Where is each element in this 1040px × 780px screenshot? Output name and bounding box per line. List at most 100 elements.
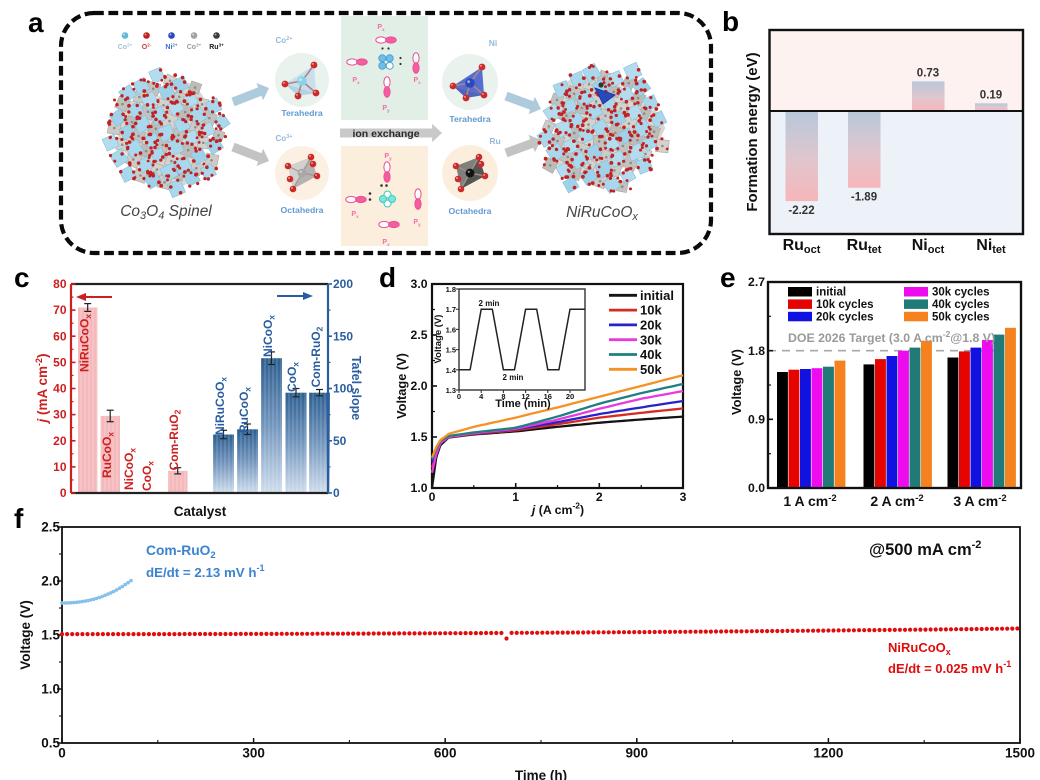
svg-text:0.5: 0.5 (41, 736, 60, 751)
svg-text:Terahedra: Terahedra (449, 114, 491, 124)
svg-text:CoOx: CoOx (285, 362, 301, 392)
svg-text:Octahedra: Octahedra (281, 205, 324, 215)
svg-text:100: 100 (333, 382, 353, 396)
svg-text:Px: Px (352, 77, 360, 85)
svg-text:10: 10 (53, 460, 67, 474)
svg-text:Co3+: Co3+ (276, 134, 293, 143)
svg-text:2 A cm-2: 2 A cm-2 (870, 493, 923, 509)
svg-text:Terahedra: Terahedra (281, 108, 323, 118)
svg-text:3: 3 (680, 490, 687, 504)
svg-text:Px: Px (351, 211, 359, 219)
svg-text:50: 50 (333, 434, 347, 448)
svg-text:50: 50 (53, 356, 67, 370)
svg-text:CoOx: CoOx (140, 461, 156, 491)
svg-text:1.5: 1.5 (446, 346, 456, 355)
svg-text:Ru: Ru (489, 136, 500, 146)
svg-text:NiRuCoOx: NiRuCoOx (888, 640, 951, 657)
svg-text:a: a (28, 7, 44, 38)
svg-text:600: 600 (434, 746, 457, 761)
svg-text:initial: initial (816, 287, 846, 299)
svg-text:0.19: 0.19 (980, 89, 1002, 101)
svg-text:1.8: 1.8 (446, 285, 456, 294)
svg-text:10k: 10k (640, 303, 662, 318)
svg-text:40: 40 (53, 382, 67, 396)
svg-text:2.5: 2.5 (41, 520, 60, 535)
svg-text:c: c (14, 262, 30, 293)
svg-text:2.7: 2.7 (748, 275, 765, 289)
svg-text:50k: 50k (640, 362, 662, 377)
svg-text:Octahedra: Octahedra (449, 206, 492, 216)
svg-text:Py: Py (413, 219, 421, 227)
svg-text:2 min: 2 min (479, 299, 500, 308)
svg-text:3 A cm-2: 3 A cm-2 (953, 493, 1006, 509)
svg-text:Voltage (V): Voltage (V) (729, 349, 744, 415)
svg-text:2.0: 2.0 (411, 379, 428, 393)
svg-text:60: 60 (53, 329, 67, 343)
svg-text:j (mA cm-2): j (mA cm-2) (34, 353, 50, 424)
svg-text:20: 20 (566, 392, 574, 401)
svg-text:NiRuCoOx: NiRuCoOx (78, 314, 94, 372)
svg-text:12: 12 (521, 392, 529, 401)
svg-text:2.5: 2.5 (411, 328, 428, 342)
svg-text:300: 300 (242, 746, 265, 761)
svg-text:0: 0 (457, 392, 461, 401)
svg-text:0: 0 (58, 746, 66, 761)
svg-text:16: 16 (544, 392, 552, 401)
svg-text:1.8: 1.8 (748, 344, 765, 358)
svg-text:Pz: Pz (414, 77, 422, 85)
svg-text:RuCoOx: RuCoOx (237, 387, 253, 433)
svg-text:Rutet: Rutet (847, 237, 882, 256)
svg-text:1200: 1200 (813, 746, 843, 761)
svg-text:DOE 2026 Target (3.0 A cm-2@1.: DOE 2026 Target (3.0 A cm-2@1.8 V) (788, 329, 995, 345)
svg-text:70: 70 (53, 303, 67, 317)
svg-text:0.73: 0.73 (917, 67, 939, 79)
svg-text:Nitet: Nitet (976, 237, 1006, 256)
svg-text:2 min: 2 min (503, 373, 524, 382)
svg-text:0: 0 (429, 490, 436, 504)
svg-text:1.4: 1.4 (446, 366, 457, 375)
svg-text:Time (h): Time (h) (515, 768, 567, 780)
svg-text:2: 2 (596, 490, 603, 504)
svg-text:1 A cm-2: 1 A cm-2 (783, 493, 836, 509)
svg-text:30: 30 (53, 408, 67, 422)
svg-text:80: 80 (53, 277, 67, 291)
svg-text:900: 900 (626, 746, 649, 761)
svg-text:Ru3+: Ru3+ (209, 43, 224, 52)
svg-text:d: d (379, 262, 396, 293)
svg-text:20k cycles: 20k cycles (816, 311, 874, 323)
svg-text:e: e (720, 262, 736, 293)
svg-text:@500 mA cm-2: @500 mA cm-2 (869, 539, 981, 559)
svg-text:200: 200 (333, 277, 353, 291)
svg-text:Time (min): Time (min) (495, 398, 551, 410)
svg-text:dE/dt = 2.13 mV h-1: dE/dt = 2.13 mV h-1 (146, 563, 265, 580)
svg-text:1.3: 1.3 (446, 386, 456, 395)
svg-text:NiCoOx: NiCoOx (122, 448, 138, 490)
svg-text:40k cycles: 40k cycles (932, 299, 990, 311)
svg-text:Co3+: Co3+ (187, 43, 202, 52)
svg-text:4: 4 (479, 392, 484, 401)
svg-text:0: 0 (333, 486, 340, 500)
svg-text:1.0: 1.0 (41, 682, 60, 697)
svg-text:Py: Py (382, 105, 390, 113)
svg-text:Co2+: Co2+ (276, 36, 293, 45)
svg-text:1500: 1500 (1005, 746, 1035, 761)
svg-text:Co2+: Co2+ (118, 43, 133, 52)
svg-text:1.5: 1.5 (41, 628, 60, 643)
svg-text:O2-: O2- (142, 43, 152, 52)
svg-text:30k: 30k (640, 332, 662, 347)
svg-text:j (A cm-2): j (A cm-2) (530, 501, 584, 518)
svg-text:0.9: 0.9 (748, 413, 765, 427)
svg-text:Co3O4 Spinel: Co3O4 Spinel (120, 203, 212, 222)
svg-text:8: 8 (501, 392, 505, 401)
svg-text:-2.22: -2.22 (788, 205, 814, 217)
svg-text:Ni2+: Ni2+ (165, 43, 178, 52)
svg-text:0: 0 (60, 486, 67, 500)
svg-text:30k cycles: 30k cycles (932, 287, 990, 299)
svg-text:0.0: 0.0 (748, 481, 765, 495)
svg-text:1.6: 1.6 (446, 325, 456, 334)
svg-text:Catalyst: Catalyst (174, 504, 227, 519)
svg-text:20k: 20k (640, 318, 662, 333)
svg-text:10k cycles: 10k cycles (816, 299, 874, 311)
svg-text:f: f (14, 503, 24, 534)
svg-text:Com-RuO2: Com-RuO2 (167, 409, 183, 470)
